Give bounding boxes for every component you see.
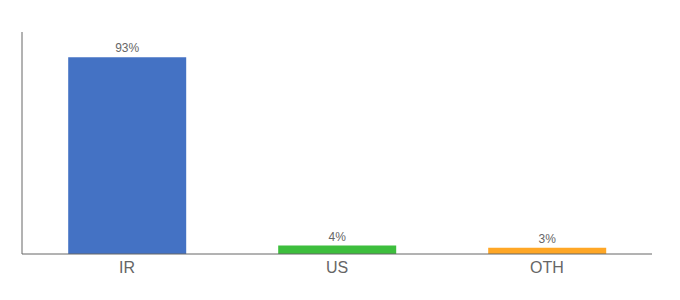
svg-text:US: US <box>326 259 348 276</box>
svg-text:IR: IR <box>119 259 135 276</box>
svg-text:4%: 4% <box>329 230 347 244</box>
svg-text:3%: 3% <box>539 232 557 246</box>
svg-text:93%: 93% <box>115 41 139 55</box>
svg-text:OTH: OTH <box>530 259 564 276</box>
